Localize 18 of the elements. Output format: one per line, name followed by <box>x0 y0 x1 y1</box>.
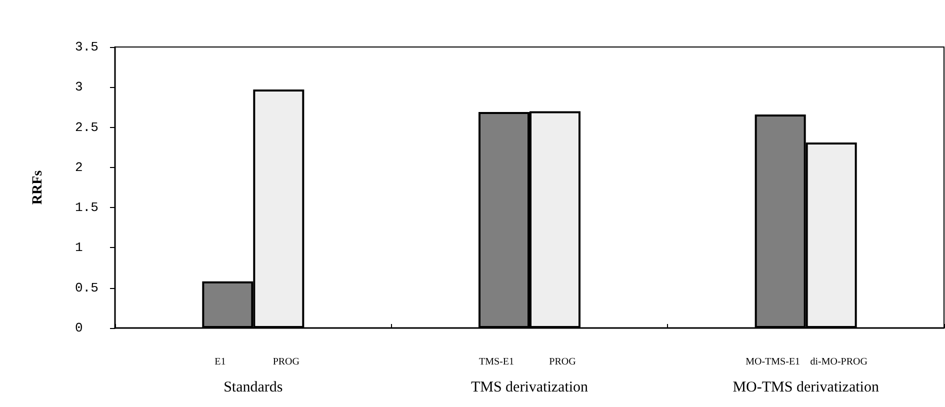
x-tick-label: TMS derivatization <box>470 380 589 396</box>
y-tick-label: 0.5 <box>75 280 98 296</box>
text: MO-TMS-E1 <box>746 356 800 368</box>
y-tick-label: 2.5 <box>75 120 98 135</box>
text: TMS-E1 <box>479 356 514 368</box>
x-tick-label: Standards <box>224 380 283 396</box>
y-tick-label: 0 <box>75 320 83 336</box>
x-tick-label: MO-TMS derivatization <box>732 380 880 396</box>
text: PROG <box>549 356 576 368</box>
text: di-MO-PROG <box>810 356 868 368</box>
text: E1 <box>214 356 226 368</box>
y-tick-label: 1 <box>75 240 83 256</box>
y-tick-label: 1.5 <box>75 200 98 216</box>
y-tick-label: 3.5 <box>75 40 98 54</box>
y-tick-label: 3 <box>75 80 83 95</box>
y-axis-title: RRFs <box>30 170 46 205</box>
text: PROG <box>272 356 300 368</box>
y-tick-label: 2 <box>75 160 83 175</box>
